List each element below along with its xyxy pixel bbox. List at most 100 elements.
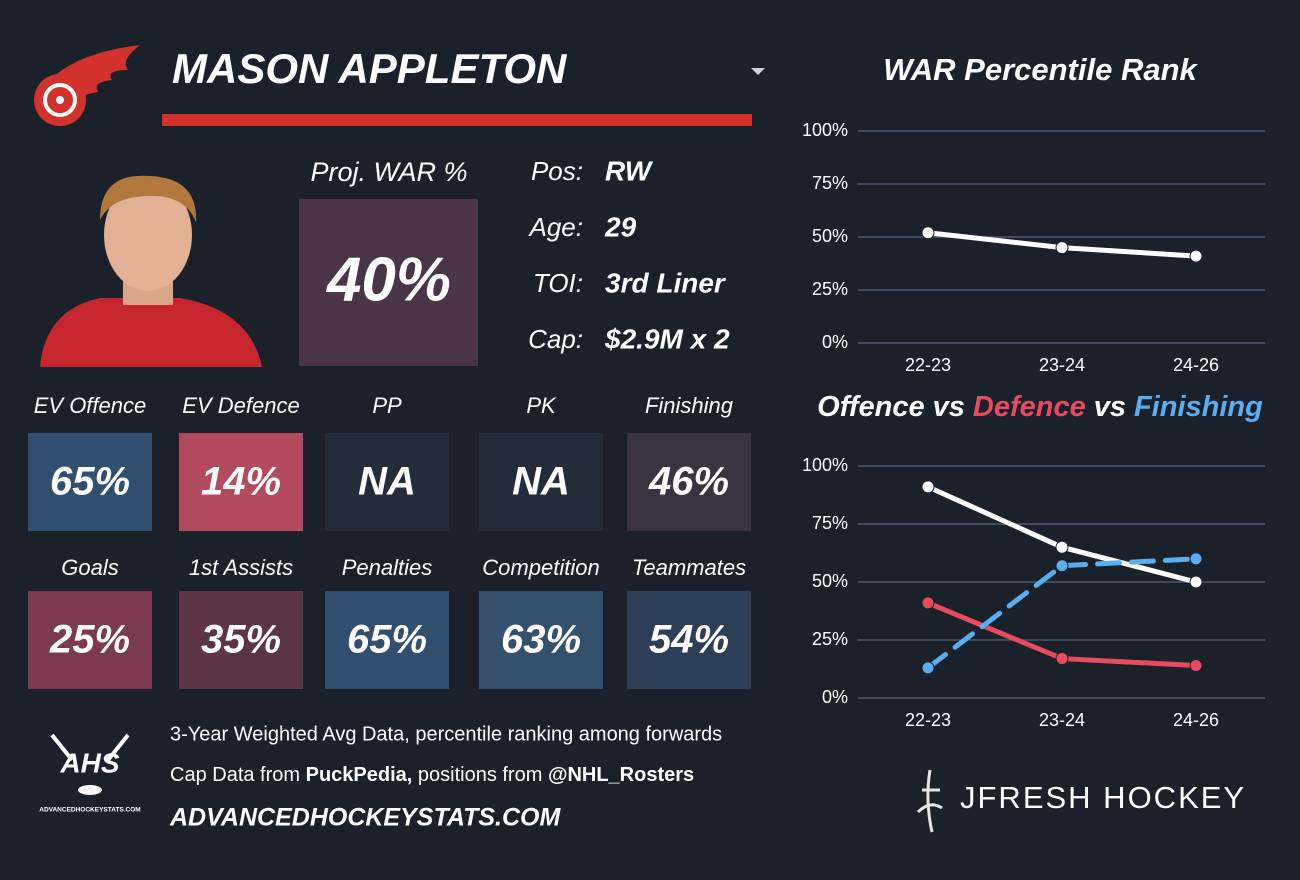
x-tick-label: 23-24	[1039, 355, 1085, 375]
y-tick-label: 0%	[822, 687, 848, 707]
data-point	[1189, 552, 1203, 566]
title-separator: vs	[933, 391, 965, 423]
tile-label: Penalties	[342, 555, 433, 580]
legend-entry: Offence	[817, 391, 924, 423]
x-tick-label: 22-23	[905, 710, 951, 730]
data-point	[1055, 241, 1069, 255]
tile-label: Finishing	[645, 393, 734, 418]
tile	[627, 433, 751, 531]
source-part: @NHL_Rosters	[548, 764, 694, 786]
logo-hub	[56, 96, 64, 104]
y-tick-label: 25%	[812, 279, 848, 299]
source-part: Cap Data from	[170, 764, 306, 786]
projection-value: 40%	[325, 245, 451, 314]
info-value: RW	[605, 155, 654, 186]
photo-hair	[100, 175, 197, 222]
icon-stroke	[916, 769, 943, 833]
jfresh-icon	[916, 769, 943, 833]
info-value: 29	[604, 211, 637, 242]
x-tick-label: 22-23	[905, 355, 951, 375]
y-tick-label: 100%	[802, 120, 848, 140]
tile	[179, 433, 303, 531]
data-point	[1189, 659, 1203, 673]
tile	[325, 591, 449, 689]
tile-value: 14%	[201, 460, 281, 504]
footer-website: ADVANCEDHOCKEYSTATS.COM	[169, 804, 561, 832]
tile	[479, 591, 603, 689]
tile-value: 35%	[201, 618, 281, 662]
projection-card	[299, 199, 478, 366]
tile-value: 63%	[501, 618, 581, 662]
tile-label: PP	[372, 393, 402, 418]
name-underline	[162, 114, 752, 126]
footer-sources: Cap Data from PuckPedia, positions from …	[170, 764, 694, 786]
data-point	[1189, 249, 1203, 263]
y-tick-label: 50%	[812, 226, 848, 246]
tile-label: PK	[526, 393, 557, 418]
tile	[627, 591, 751, 689]
title-separator: vs	[1094, 391, 1126, 423]
data-point	[1189, 575, 1203, 589]
tile-value: 65%	[347, 618, 427, 662]
tile-label: 1st Assists	[189, 555, 293, 580]
info-value: $2.9M x 2	[604, 323, 730, 354]
ahs-logo	[50, 733, 130, 795]
x-tick-label: 23-24	[1039, 710, 1085, 730]
ahs-logo-text: AHS	[59, 747, 119, 778]
x-tick-label: 24-26	[1173, 710, 1219, 730]
y-tick-label: 75%	[812, 513, 848, 533]
data-point	[921, 661, 935, 675]
ahs-logo-caption: ADVANCEDHOCKEYSTATS.COM	[39, 807, 140, 814]
legend-entry: Finishing	[1134, 391, 1263, 423]
y-tick-label: 75%	[812, 173, 848, 193]
legend-entry: Defence	[973, 391, 1086, 423]
source-part: PuckPedia,	[306, 764, 413, 786]
data-point	[1055, 559, 1069, 573]
tile-value: NA	[512, 460, 570, 504]
y-tick-label: 25%	[812, 629, 848, 649]
y-tick-label: 50%	[812, 571, 848, 591]
tile-value: 54%	[649, 618, 729, 662]
player-name: MASON APPLETON	[172, 45, 568, 92]
source-part: positions from	[412, 764, 548, 786]
tile-label: EV Offence	[34, 393, 147, 418]
data-point	[921, 226, 935, 240]
projection-label: Proj. WAR %	[310, 157, 467, 187]
info-label: TOI:	[533, 268, 583, 298]
footer-note: 3-Year Weighted Avg Data, percentile ran…	[170, 723, 722, 745]
x-tick-label: 24-26	[1173, 355, 1219, 375]
logo-wheel-rim	[43, 83, 77, 117]
tile	[479, 433, 603, 531]
info-value: 3rd Liner	[605, 267, 727, 298]
tile	[28, 591, 152, 689]
logo-sticks	[50, 733, 130, 762]
y-tick-label: 100%	[802, 455, 848, 475]
y-tick-label: 0%	[822, 332, 848, 352]
tile-value: 46%	[648, 460, 729, 504]
data-point	[921, 596, 935, 610]
photo-jersey	[40, 298, 262, 367]
tile	[179, 591, 303, 689]
chart-title: WAR Percentile Rank	[883, 52, 1198, 87]
tile-label: Teammates	[632, 555, 746, 580]
logo-puck	[78, 785, 102, 795]
brand: JFRESH HOCKEY	[960, 780, 1246, 815]
tile	[325, 433, 449, 531]
tile-value: NA	[358, 460, 416, 504]
tile-label: Goals	[61, 555, 118, 580]
tile-label: Competition	[482, 555, 599, 580]
info-label: Age:	[528, 212, 584, 242]
tile-value: 65%	[50, 460, 130, 504]
team-logo	[34, 45, 140, 126]
info-label: Cap:	[528, 324, 583, 354]
tile	[28, 433, 152, 531]
photo-face	[104, 179, 192, 291]
player-dropdown[interactable]	[751, 68, 765, 75]
info-label: Pos:	[531, 156, 583, 186]
tile-label: EV Defence	[182, 393, 299, 418]
data-point	[921, 480, 935, 494]
player-photo	[40, 175, 262, 367]
data-point	[1055, 540, 1069, 554]
